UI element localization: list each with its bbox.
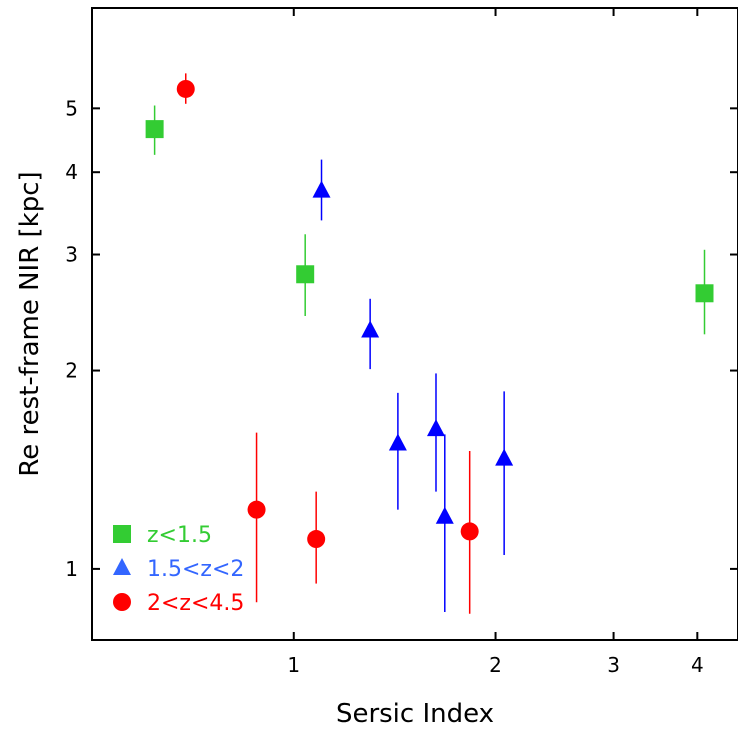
data-markers (145, 79, 714, 549)
circle-point (307, 530, 326, 549)
legend-circle-marker (113, 593, 131, 611)
legend-label: 1.5<z<2 (147, 557, 244, 582)
legend-triangle-marker (113, 558, 131, 575)
square-point (145, 120, 164, 139)
error-bars (153, 73, 706, 614)
circle-point (460, 522, 479, 541)
plot-frame (91, 7, 738, 641)
y-tick-label: 1 (65, 557, 78, 581)
triangle-point (495, 448, 514, 466)
x-tick-label: 2 (489, 653, 502, 677)
legend-square-marker (113, 525, 131, 543)
y-tick-label: 3 (65, 243, 78, 267)
triangle-point (435, 506, 454, 524)
triangle-point (388, 433, 407, 451)
circle-point (176, 79, 195, 98)
x-tick-label: 3 (607, 653, 620, 677)
x-tick-label: 4 (691, 653, 704, 677)
y-tick-label: 2 (65, 359, 78, 383)
legend-label: z<1.5 (147, 523, 212, 548)
triangle-point (361, 320, 380, 338)
legend-label: 2<z<4.5 (147, 591, 244, 616)
square-point (296, 265, 315, 284)
legend: z<1.5 1.5<z<2 2<z<4.5 (113, 523, 244, 616)
circle-point (247, 500, 266, 519)
triangle-point (426, 419, 445, 437)
y-axis-title: Re rest-frame NIR [kpc] (15, 171, 45, 476)
square-point (695, 284, 714, 303)
axis-ticks: 1 2 3 4 1 2 3 4 5 (65, 8, 738, 677)
y-tick-label: 4 (65, 160, 78, 184)
x-tick-label: 1 (287, 653, 300, 677)
y-tick-label: 5 (65, 96, 78, 120)
x-axis-title: Sersic Index (336, 699, 494, 729)
triangle-point (312, 180, 331, 198)
